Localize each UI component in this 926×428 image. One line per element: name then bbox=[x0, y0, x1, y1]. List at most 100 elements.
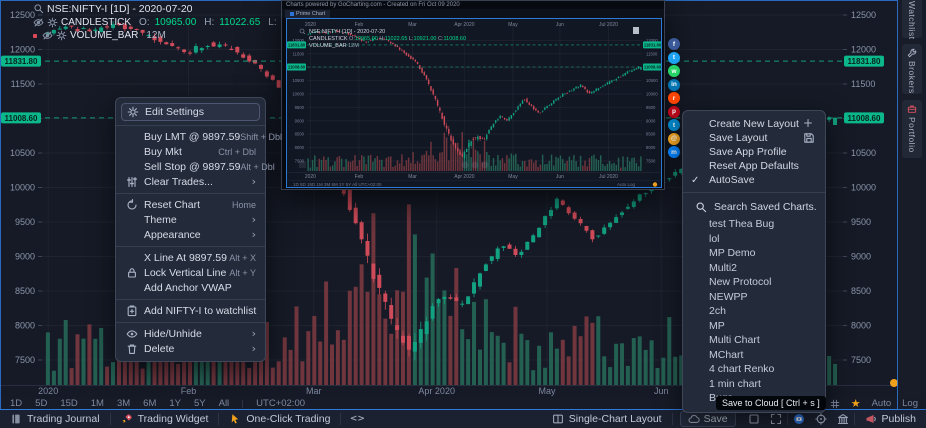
saved-chart-item[interactable]: New Protocol bbox=[709, 276, 772, 289]
saved-chart-item[interactable]: NEWPP bbox=[709, 290, 748, 303]
share-whatsapp-icon[interactable]: w bbox=[668, 65, 680, 77]
context-menu-item-hide-unhide[interactable]: Hide/Unhide › bbox=[116, 326, 265, 341]
toolbar-button-trading-journal[interactable]: Trading Journal bbox=[0, 410, 110, 428]
save-button[interactable]: Save bbox=[679, 411, 736, 427]
svg-text:8500: 8500 bbox=[646, 132, 656, 137]
context-menu-item-reset-chart[interactable]: Reset Chart Home bbox=[116, 197, 265, 212]
square-button[interactable] bbox=[743, 410, 765, 428]
favorite-star-icon[interactable]: ★ bbox=[850, 396, 861, 410]
layout-menu-item-save-app-profile[interactable]: Save App Profile bbox=[683, 145, 825, 159]
trash-icon bbox=[125, 342, 138, 355]
target-button[interactable] bbox=[810, 410, 832, 428]
saved-chart-item[interactable]: 4 chart Renko bbox=[709, 363, 775, 376]
layout-menu-item-reset-app-defaults[interactable]: Reset App Defaults bbox=[683, 159, 825, 173]
timeframe-1m[interactable]: 1M bbox=[90, 398, 104, 409]
share-reddit-icon[interactable]: r bbox=[668, 92, 680, 104]
context-menu-item-delete[interactable]: Delete › bbox=[116, 341, 265, 356]
layout-menu-item-save-layout[interactable]: Save Layout bbox=[683, 131, 825, 145]
svg-text:Apr 2020: Apr 2020 bbox=[454, 174, 475, 180]
saved-chart-item[interactable]: Multi2 bbox=[709, 261, 738, 274]
hide-volume-icon[interactable] bbox=[42, 30, 53, 41]
context-menu-item-lock-vertical-line[interactable]: Lock Vertical Line Alt + Y bbox=[116, 265, 265, 280]
share-telegram-icon[interactable]: t bbox=[668, 119, 680, 131]
saved-chart-item[interactable]: lol bbox=[709, 232, 720, 245]
hide-series-icon[interactable] bbox=[33, 17, 44, 28]
chevron-right-icon: › bbox=[251, 174, 256, 188]
svg-text:May: May bbox=[508, 174, 518, 180]
svg-text:12000: 12000 bbox=[646, 38, 658, 43]
context-menu-item-sell-stop-9897-59[interactable]: Sell Stop @ 9897.59 Alt + Dbl bbox=[116, 159, 275, 174]
context-menu-item-add-anchor-vwap[interactable]: Add Anchor VWAP bbox=[116, 280, 265, 295]
context-menu-item-clear-trades[interactable]: Clear Trades... › bbox=[116, 174, 265, 189]
cloud-icon bbox=[688, 413, 700, 425]
share-messenger-icon[interactable]: m bbox=[668, 146, 680, 158]
saved-chart-item[interactable]: MChart bbox=[709, 348, 744, 361]
timeframe-6m[interactable]: 6M bbox=[143, 398, 157, 409]
sidebar-tab-portfolio[interactable]: Portfolio bbox=[902, 100, 922, 158]
share-email-icon[interactable]: @ bbox=[668, 132, 680, 145]
sidebar-tab-watchlist[interactable]: Watchlist bbox=[902, 0, 922, 40]
svg-text:VOLUME_BAR 12M: VOLUME_BAR 12M bbox=[309, 43, 359, 49]
context-menu-item-add-nifty-i-to-watchlist[interactable]: Add NIFTY-I to watchlist bbox=[116, 303, 265, 318]
briefcase-icon bbox=[907, 104, 917, 114]
layout-menu-item-create-new-layout[interactable]: Create New Layout + bbox=[683, 117, 825, 131]
svg-text:11831.80: 11831.80 bbox=[848, 57, 881, 66]
saved-chart-item[interactable]: MP Demo bbox=[709, 247, 756, 260]
expand-button[interactable] bbox=[765, 410, 787, 428]
single-chart-layout-button[interactable]: Single-Chart Layout bbox=[542, 410, 672, 428]
series-settings-icon[interactable] bbox=[47, 17, 58, 28]
menu-divider bbox=[116, 192, 265, 194]
context-menu-item-edit-settings[interactable]: Edit Settings bbox=[121, 103, 260, 121]
publish-button[interactable]: Publish bbox=[855, 410, 926, 428]
plus-icon: + bbox=[803, 116, 814, 130]
menu-item-shortcut: Shift + Dbl bbox=[240, 131, 283, 142]
search-input[interactable] bbox=[714, 201, 822, 213]
share-pinterest-icon[interactable]: p bbox=[668, 105, 680, 118]
menu-item-label: Appearance bbox=[144, 228, 201, 241]
saved-charts-search[interactable] bbox=[683, 198, 825, 217]
chevron-right-icon: › bbox=[251, 227, 256, 241]
context-menu-item-buy-lmt-9897-59[interactable]: Buy LMT @ 9897.59 Shift + Dbl bbox=[116, 129, 282, 144]
context-menu-item-x-line-at-9897-59[interactable]: X Line At 9897.59 Alt + X bbox=[116, 250, 265, 265]
layout-menu-item-autosave[interactable]: ✓ AutoSave bbox=[683, 173, 825, 187]
alert-dot bbox=[33, 33, 37, 38]
svg-text:9000: 9000 bbox=[851, 252, 871, 262]
timeframe-all[interactable]: All bbox=[218, 398, 230, 409]
auto-scale-button[interactable]: Auto bbox=[871, 398, 892, 409]
saved-chart-item[interactable]: Multi Chart bbox=[709, 334, 760, 347]
saved-chart-item[interactable]: 1 min chart bbox=[709, 377, 761, 390]
saved-chart-item[interactable]: 2ch bbox=[709, 305, 726, 318]
context-menu-item-theme[interactable]: Theme › bbox=[116, 212, 265, 227]
grid-toggle-icon[interactable] bbox=[830, 399, 840, 409]
context-menu-item-appearance[interactable]: Appearance › bbox=[116, 227, 265, 242]
context-menu-item-buy-mkt[interactable]: Buy Mkt Ctrl + Dbl bbox=[116, 144, 265, 159]
log-scale-button[interactable]: Log bbox=[902, 398, 918, 409]
timeframe-5d[interactable]: 5D bbox=[35, 398, 48, 409]
saved-chart-item[interactable]: test Thea Bug bbox=[709, 218, 775, 231]
toolbar-button-code[interactable]: <> bbox=[341, 410, 373, 428]
timeframe-3m[interactable]: 3M bbox=[116, 398, 131, 409]
journal-icon bbox=[10, 413, 22, 425]
toolbar-button-one-click-trading[interactable]: One-Click Trading bbox=[219, 410, 340, 428]
camera-button[interactable] bbox=[788, 410, 810, 428]
share-linkedin-icon[interactable]: in bbox=[668, 78, 680, 91]
timezone-label[interactable]: UTC+02:00 bbox=[256, 398, 306, 409]
timeframe-1y[interactable]: 1Y bbox=[169, 398, 181, 409]
toolbar-button-trading-widget[interactable]: Trading Widget bbox=[111, 410, 219, 428]
timeframe-5y[interactable]: 5Y bbox=[193, 398, 206, 409]
saved-chart-item[interactable]: MP bbox=[709, 319, 725, 332]
share-facebook-icon[interactable]: f bbox=[668, 38, 680, 50]
svg-text:Jul 2020: Jul 2020 bbox=[599, 174, 618, 180]
sidebar-tab-brokers[interactable]: Brokers bbox=[902, 44, 922, 94]
tab-prime-chart[interactable]: Prime Chart bbox=[285, 9, 331, 18]
menu-item-shortcut: Ctrl + Dbl bbox=[218, 146, 256, 157]
timeframe-1d[interactable]: 1D bbox=[10, 398, 23, 409]
timeframe-15d[interactable]: 15D bbox=[60, 398, 78, 409]
share-buttons: f t w in r p t @ m bbox=[668, 38, 680, 158]
volume-settings-icon[interactable] bbox=[56, 30, 67, 41]
svg-text:2020: 2020 bbox=[305, 22, 316, 28]
blank-icon bbox=[125, 130, 138, 143]
share-twitter-icon[interactable]: t bbox=[668, 51, 680, 64]
bank-button[interactable] bbox=[832, 410, 854, 428]
magnifier-icon[interactable] bbox=[33, 3, 44, 14]
